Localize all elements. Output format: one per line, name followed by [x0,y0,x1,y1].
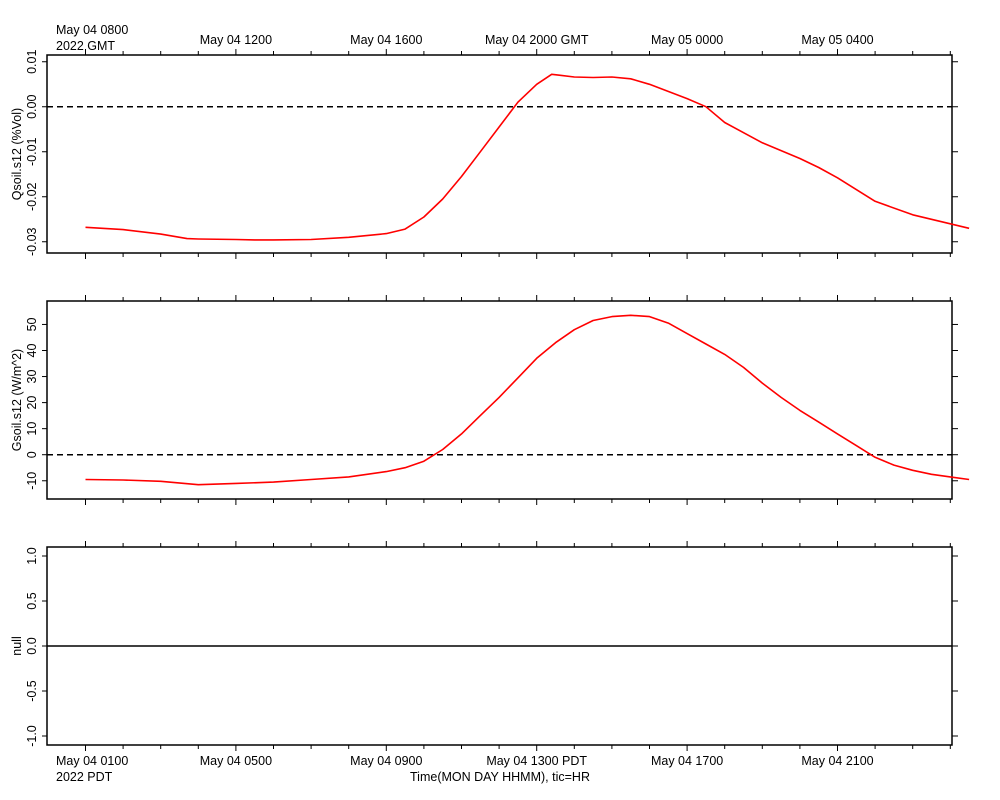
top-axis-tick-label: May 04 2000 GMT [485,33,589,47]
panel-3: 1.0 0.5 0.0 -0.5 -1.0 null [10,541,958,751]
top-axis-tick-label: May 04 1600 [350,33,422,47]
y-axis-title: Gsoil.s12 (W/m^2) [10,349,24,451]
top-axis-tick-labels: May 04 1200 May 04 1600 May 04 2000 GMT May… [200,33,874,47]
y-tick-label: -1.0 [25,725,39,747]
y-tick-label: -0.01 [25,137,39,166]
top-axis-tick-label: May 05 0400 [801,33,873,47]
bottom-axis-tick-label: May 04 0500 [200,754,272,768]
bottom-axis-tick-labels: May 04 0500 May 04 0900 May 04 1300 PDT May… [200,754,874,768]
top-axis-tick-label: May 04 1200 [200,33,272,47]
bottom-axis-tick-label: May 04 0900 [350,754,422,768]
y-tick-label: 30 [25,370,39,384]
y-tick-label: 0.0 [25,637,39,654]
top-time-axis: May 04 0800 2022 GMT May 04 1200 May 04 1… [56,23,874,53]
y-tick-label: 0.00 [25,95,39,119]
panel-1: 0.01 0.00 -0.01 -0.02 -0.03 Qsoil.s12 (%Vol) [10,49,970,259]
panel-2: 50 40 30 20 10 0 -10 Gsoil.s12 (W/m^2) [10,295,970,505]
y-axis-title: Qsoil.s12 (%Vol) [10,108,24,200]
plot-frame [46,54,953,254]
top-axis-tick-label: May 05 0000 [651,33,723,47]
y-axis-title: null [10,636,24,655]
top-axis-corner-label-line1: May 04 0800 [56,23,128,37]
x-axis-title: Time(MON DAY HHMM), tic=HR [410,770,590,784]
y-tick-label: 50 [25,317,39,331]
bottom-axis-tick-label: May 04 2100 [801,754,873,768]
y-tick-label: 1.0 [25,547,39,564]
y-tick-label: -0.02 [25,182,39,211]
y-tick-label: 40 [25,344,39,358]
y-tick-label: 0.5 [25,592,39,609]
y-tick-label: -0.5 [25,680,39,702]
bottom-axis-corner-label-line1: May 04 0100 [56,754,128,768]
series-line [85,314,970,486]
y-tick-label: -10 [25,472,39,490]
y-tick-label: 0 [25,451,39,458]
plot-frame [46,300,953,500]
y-tick-label: 20 [25,396,39,410]
y-tick-label: 10 [25,422,39,436]
y-tick-label: -0.03 [25,227,39,256]
bottom-time-axis: May 04 0100 2022 PDT May 04 0500 May 04 0… [56,754,874,784]
bottom-axis-corner-label-line2: 2022 PDT [56,770,113,784]
series-line [85,73,970,241]
bottom-axis-tick-label: May 04 1300 PDT [486,754,587,768]
top-axis-corner-label-line2: 2022 GMT [56,39,115,53]
y-tick-label: 0.01 [25,50,39,74]
bottom-axis-tick-label: May 04 1700 [651,754,723,768]
